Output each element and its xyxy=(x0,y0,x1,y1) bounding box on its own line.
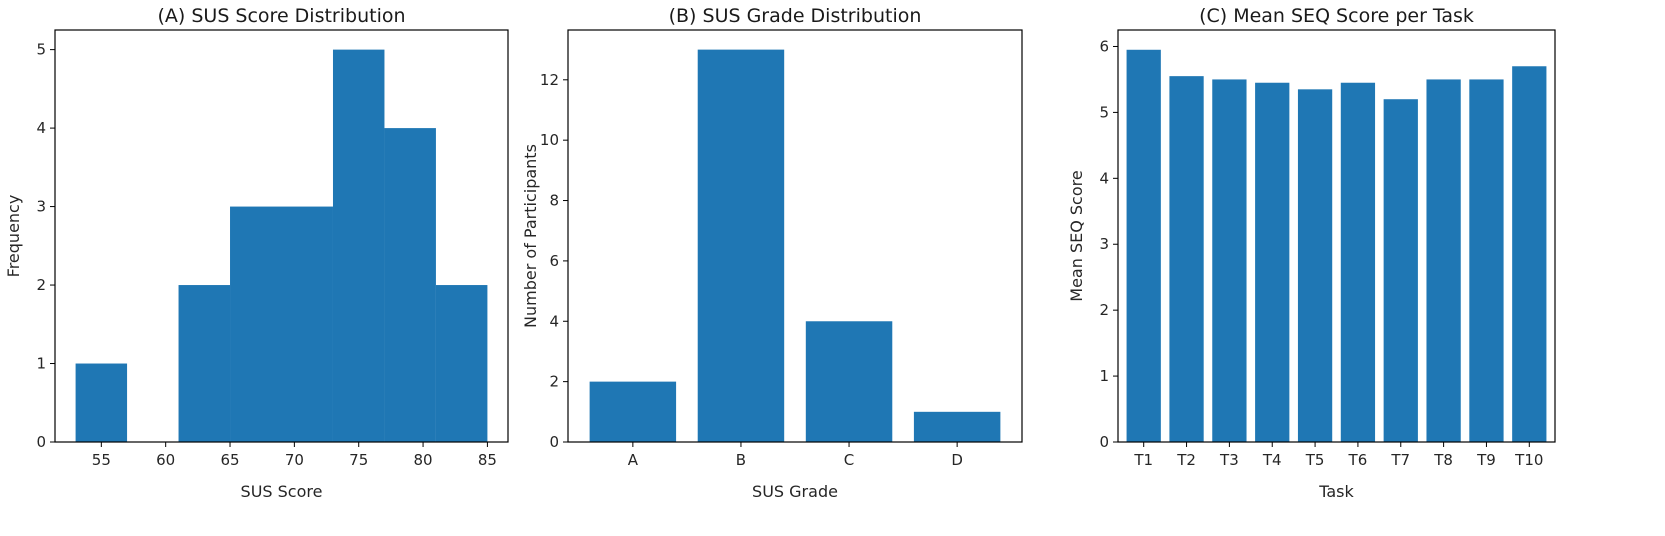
y-tick-label: 2 xyxy=(36,276,46,294)
y-tick-label: 5 xyxy=(1099,103,1109,121)
bar-T5 xyxy=(1297,89,1333,442)
x-tick-label: 85 xyxy=(478,451,497,469)
y-tick-label: 10 xyxy=(540,131,559,149)
bar-T10 xyxy=(1512,66,1547,443)
bar-T7 xyxy=(1383,99,1418,442)
y-tick-label: 3 xyxy=(1099,235,1109,253)
bar-T8 xyxy=(1426,79,1461,442)
y-tick-label: 12 xyxy=(540,71,559,89)
x-tick-label: T4 xyxy=(1262,451,1282,469)
y-tick-label: 4 xyxy=(36,119,46,137)
x-tick-label: T10 xyxy=(1514,451,1543,469)
y-tick-label: 6 xyxy=(1099,37,1109,55)
histogram-bar-7 xyxy=(435,285,488,442)
y-tick-label: 3 xyxy=(36,198,46,216)
chart-title: (A) SUS Score Distribution xyxy=(157,5,405,27)
axes-frame xyxy=(54,29,509,443)
x-tick-label: T9 xyxy=(1476,451,1496,469)
x-tick-label: T3 xyxy=(1219,451,1239,469)
bar-T6 xyxy=(1340,82,1376,443)
x-tick-label: B xyxy=(736,451,746,469)
histogram-bar-4 xyxy=(281,206,333,442)
chart-panel-1: A B C D 0 2 4 6 8 10 12 (B) SUS Grade Distribution S… xyxy=(521,5,1023,501)
axes-frame xyxy=(1117,29,1556,443)
x-tick-label: T6 xyxy=(1348,451,1368,469)
x-tick-label: 60 xyxy=(156,451,175,469)
x-axis-label: SUS Score xyxy=(241,482,323,501)
y-axis-label: Frequency xyxy=(4,195,23,278)
histogram-bar-6 xyxy=(384,128,436,442)
y-tick-label: 6 xyxy=(549,252,559,270)
histogram-bar-3 xyxy=(230,206,282,442)
y-axis-label: Mean SEQ Score xyxy=(1067,170,1086,301)
y-axis-label: Number of Participants xyxy=(521,144,540,328)
x-tick-label: T2 xyxy=(1176,451,1196,469)
x-tick-label: 55 xyxy=(92,451,111,469)
x-tick-label: T7 xyxy=(1390,451,1410,469)
x-tick-label: D xyxy=(951,451,963,469)
x-tick-label: 65 xyxy=(220,451,239,469)
y-tick-label: 2 xyxy=(549,373,559,391)
x-tick-label: 80 xyxy=(414,451,433,469)
x-tick-label: 70 xyxy=(285,451,304,469)
chart-panel-2: T1 T2 T3 T4 T5 T6 T7 T8 T9 T10 0 1 2 3 4 5 6 (C) Mean SEQ… xyxy=(1067,5,1556,501)
y-tick-label: 1 xyxy=(1099,367,1109,385)
chart-title: (B) SUS Grade Distribution xyxy=(669,5,922,27)
bar-T4 xyxy=(1255,82,1290,443)
x-axis-label: Task xyxy=(1318,482,1354,501)
bar-T1 xyxy=(1126,49,1161,442)
y-tick-label: 0 xyxy=(1099,433,1109,451)
y-tick-label: 8 xyxy=(549,192,559,210)
histogram-bar-0 xyxy=(75,363,128,442)
x-tick-label: T1 xyxy=(1133,451,1153,469)
bar-A xyxy=(589,381,677,442)
y-tick-label: 1 xyxy=(36,355,46,373)
bar-T3 xyxy=(1212,79,1247,442)
bar-T9 xyxy=(1469,79,1504,442)
bar-T2 xyxy=(1169,76,1204,443)
bar-B xyxy=(697,49,785,442)
x-tick-label: 75 xyxy=(349,451,368,469)
x-tick-label: C xyxy=(844,451,854,469)
axes-frame xyxy=(567,29,1023,443)
x-tick-label: T5 xyxy=(1305,451,1325,469)
x-tick-label: T8 xyxy=(1433,451,1453,469)
chart-title: (C) Mean SEQ Score per Task xyxy=(1199,5,1474,27)
chart-panel-0: 55 60 65 70 75 80 85 0 1 2 3 4 5 (A) SUS Score Distri… xyxy=(4,5,509,501)
y-tick-label: 4 xyxy=(549,312,559,330)
bar-C xyxy=(805,321,893,442)
histogram-bar-5 xyxy=(332,49,385,442)
y-tick-label: 0 xyxy=(549,433,559,451)
y-tick-label: 5 xyxy=(36,41,46,59)
histogram-bar-2 xyxy=(178,285,231,442)
y-tick-label: 0 xyxy=(36,433,46,451)
x-tick-label: A xyxy=(628,451,639,469)
y-tick-label: 4 xyxy=(1099,169,1109,187)
x-axis-label: SUS Grade xyxy=(752,482,838,501)
y-tick-label: 2 xyxy=(1099,301,1109,319)
bar-D xyxy=(913,411,1001,442)
